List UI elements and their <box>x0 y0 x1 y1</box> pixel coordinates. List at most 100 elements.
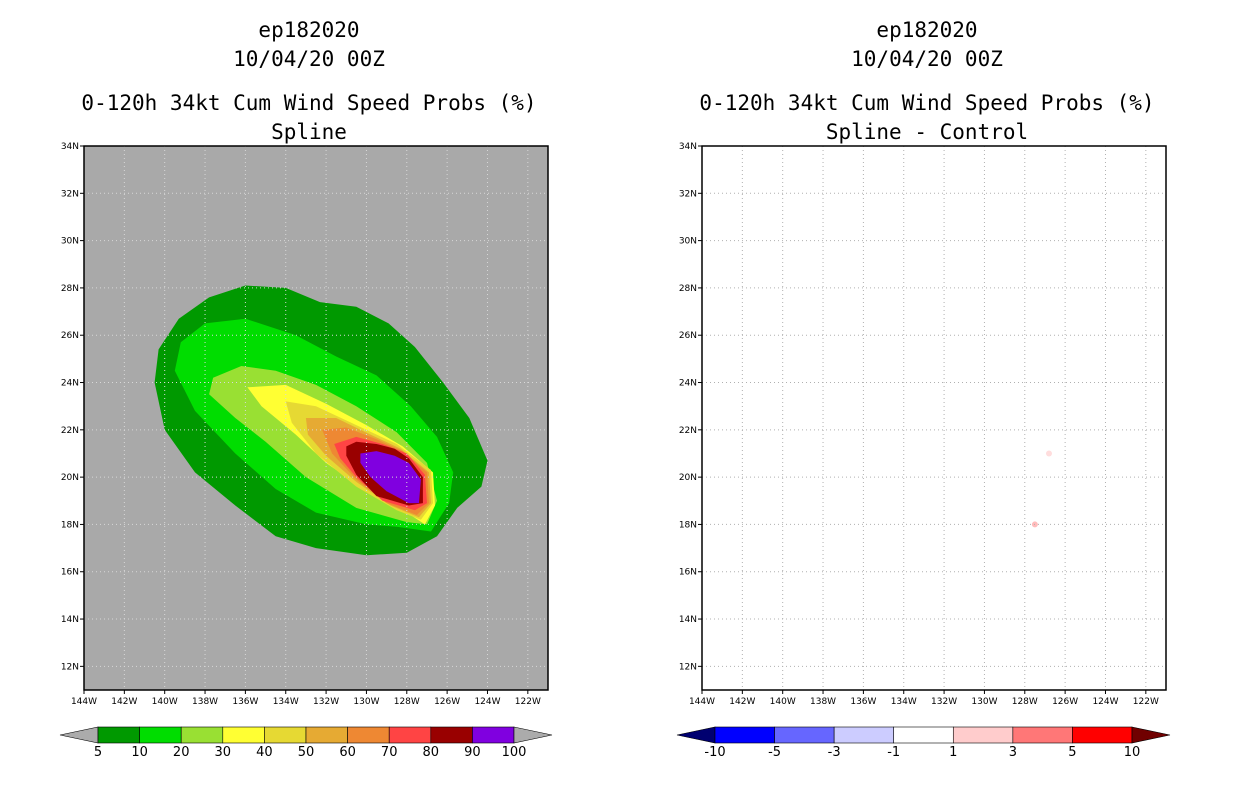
right-datetime: 10/04/20 00Z <box>851 47 1003 71</box>
contour-90pct <box>360 451 421 504</box>
x-tick-label: 134W <box>273 697 299 707</box>
colorbar-label: 10 <box>131 745 148 760</box>
y-tick-label: 14N <box>61 615 79 625</box>
y-tick-label: 14N <box>679 615 697 625</box>
y-tick-label: 28N <box>61 284 79 294</box>
right-plot-area: 144W 142W 140W 138W 136W 134W 132W 130W 128W 126W… <box>679 142 1167 707</box>
y-tick-label: 18N <box>679 520 697 530</box>
x-tick-label: 144W <box>71 697 97 707</box>
y-tick-label: 16N <box>679 568 697 578</box>
colorbar-label: 100 <box>502 745 527 760</box>
y-tick-label: 26N <box>679 331 697 341</box>
right-plot-background <box>702 146 1166 690</box>
y-tick-label: 18N <box>61 520 79 530</box>
x-tick-label: 136W <box>232 697 258 707</box>
right-colorbar: -10 -5 -3 -1 1 3 5 10 <box>676 726 1171 760</box>
x-tick-label: 134W <box>891 697 917 707</box>
y-tick-label: 28N <box>679 284 697 294</box>
x-tick-label: 132W <box>931 697 957 707</box>
y-tick-label: 34N <box>679 142 697 152</box>
left-plot-area: 144W 142W 140W 138W 136W 134W 132W 130W 128W 126W… <box>61 142 549 707</box>
x-tick-label: 128W <box>394 697 420 707</box>
colorbar-label: 10 <box>1124 745 1141 760</box>
colorbar-label: 3 <box>1009 745 1017 760</box>
colorbar-label: -3 <box>828 745 841 760</box>
colorbar-box <box>833 726 895 744</box>
x-tick-label: 132W <box>313 697 339 707</box>
y-tick-label: 30N <box>61 237 79 247</box>
x-tick-label: 124W <box>474 697 500 707</box>
y-tick-label: 24N <box>61 379 79 389</box>
colorbar-box <box>893 726 954 744</box>
colorbar-box <box>952 726 1014 744</box>
x-tick-label: 142W <box>111 697 137 707</box>
x-tick-label: 138W <box>192 697 218 707</box>
y-tick-label: 26N <box>61 331 79 341</box>
x-tick-label: 142W <box>729 697 755 707</box>
colorbar-label: 30 <box>215 745 232 760</box>
right-subtitle: Spline - Control <box>826 120 1028 144</box>
y-tick-label: 20N <box>61 473 79 483</box>
x-tick-label: 126W <box>434 697 460 707</box>
right-product-title: 0-120h 34kt Cum Wind Speed Probs (%) <box>699 91 1154 115</box>
colorbar-low-arrow <box>59 726 99 744</box>
colorbar-label: -10 <box>704 745 725 760</box>
colorbar-label: 5 <box>94 745 102 760</box>
anomaly-spot-1 <box>1045 450 1052 457</box>
colorbar-label: 70 <box>381 745 398 760</box>
x-tick-label: 140W <box>770 697 796 707</box>
colorbar-high-arrow <box>513 726 553 744</box>
colorbar-box <box>1012 726 1073 744</box>
y-tick-label: 32N <box>61 189 79 199</box>
x-tick-label: 126W <box>1052 697 1078 707</box>
y-tick-label: 34N <box>61 142 79 152</box>
colorbar-box <box>472 726 515 744</box>
x-tick-label: 122W <box>515 697 541 707</box>
colorbar-label: -5 <box>768 745 781 760</box>
colorbar-box <box>774 726 835 744</box>
colorbar-label: 50 <box>298 745 315 760</box>
colorbar-label: 5 <box>1068 745 1076 760</box>
left-subtitle: Spline <box>271 120 347 144</box>
x-tick-label: 144W <box>689 697 715 707</box>
colorbar-box <box>714 726 775 744</box>
x-tick-label: 140W <box>152 697 178 707</box>
colorbar-box <box>180 726 224 744</box>
colorbar-box <box>430 726 473 744</box>
x-tick-label: 122W <box>1133 697 1159 707</box>
y-tick-label: 22N <box>61 426 79 436</box>
colorbar-label: 60 <box>339 745 356 760</box>
colorbar-label: 80 <box>423 745 440 760</box>
right-storm-id: ep182020 <box>876 18 977 42</box>
colorbar-label: 1 <box>949 745 957 760</box>
x-tick-label: 124W <box>1092 697 1118 707</box>
left-panel: ep182020 10/04/20 00Z 0-120h 34kt Cum Wi… <box>59 18 553 760</box>
x-tick-label: 136W <box>850 697 876 707</box>
right-panel: ep182020 10/04/20 00Z 0-120h 34kt Cum Wi… <box>676 18 1171 760</box>
left-plot-frame <box>83 145 549 691</box>
colorbar-label: 20 <box>173 745 190 760</box>
colorbar-label: 90 <box>464 745 481 760</box>
x-tick-label: 130W <box>971 697 997 707</box>
left-storm-id: ep182020 <box>258 18 359 42</box>
right-plot-frame <box>701 145 1167 691</box>
y-tick-label: 16N <box>61 568 79 578</box>
colorbar-box <box>264 726 307 744</box>
colorbar-box <box>305 726 348 744</box>
colorbar-label: 40 <box>256 745 273 760</box>
left-datetime: 10/04/20 00Z <box>233 47 385 71</box>
y-tick-label: 22N <box>679 426 697 436</box>
colorbar-box <box>347 726 390 744</box>
y-tick-label: 12N <box>679 662 697 672</box>
y-tick-label: 32N <box>679 189 697 199</box>
y-tick-label: 20N <box>679 473 697 483</box>
x-tick-label: 130W <box>353 697 379 707</box>
colorbar-box <box>139 726 182 744</box>
colorbar-low-arrow <box>676 726 716 744</box>
colorbar-high-arrow <box>1131 726 1171 744</box>
x-tick-label: 138W <box>810 697 836 707</box>
colorbar-box <box>222 726 265 744</box>
colorbar-box <box>388 726 432 744</box>
colorbar-box <box>1072 726 1133 744</box>
